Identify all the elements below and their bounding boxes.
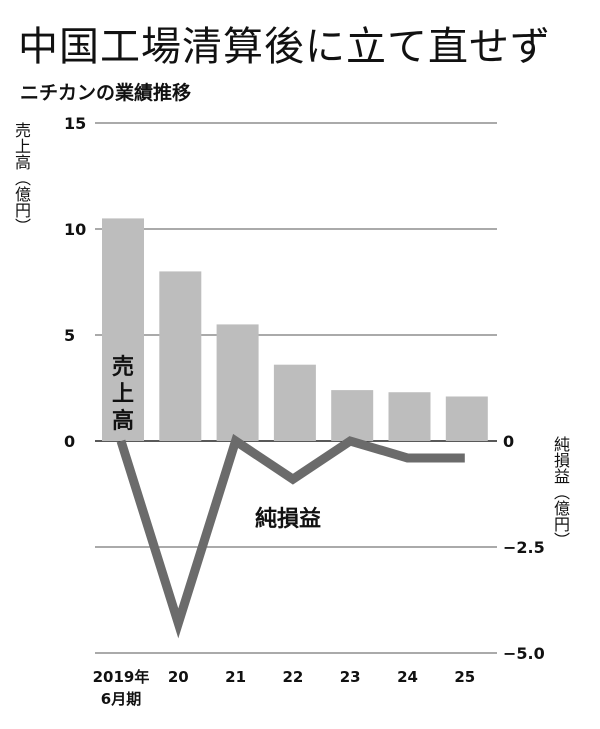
right-axis-label: 純損益（億円） xyxy=(551,436,570,548)
bar xyxy=(216,324,259,441)
x-tick-label: 22 xyxy=(282,668,303,686)
line-series-label: 純損益 xyxy=(255,506,321,532)
x-tick-label: 20 xyxy=(168,668,189,686)
left-tick-label: 0 xyxy=(64,432,75,451)
x-tick-label: 25 xyxy=(454,668,475,686)
right-tick-label: −2.5 xyxy=(503,538,545,557)
right-tick-label: −5.0 xyxy=(503,644,545,663)
chart-title: 中国工場清算後に立て直せず xyxy=(18,24,551,70)
x-tick-label: 23 xyxy=(340,668,361,686)
bar xyxy=(159,271,202,441)
x-tick-label: 24 xyxy=(397,668,418,686)
left-tick-label: 10 xyxy=(64,220,86,239)
line-series xyxy=(116,433,465,639)
left-tick-label: 5 xyxy=(64,326,75,345)
bar-series-label: 売上高 xyxy=(112,354,134,434)
bar xyxy=(331,390,374,441)
bar xyxy=(388,392,431,441)
chart-subtitle: ニチカンの業績推移 xyxy=(20,82,192,104)
bar xyxy=(102,218,144,441)
right-tick-label: 0 xyxy=(503,432,514,451)
bar xyxy=(445,396,488,441)
x-tick-label: 2019年 xyxy=(93,668,150,686)
bar xyxy=(273,364,316,441)
left-tick-label: 15 xyxy=(64,114,86,133)
left-axis-label: 売上高（億円） xyxy=(12,122,31,234)
x-tick-label: 6月期 xyxy=(101,690,141,708)
x-tick-label: 21 xyxy=(225,668,246,686)
